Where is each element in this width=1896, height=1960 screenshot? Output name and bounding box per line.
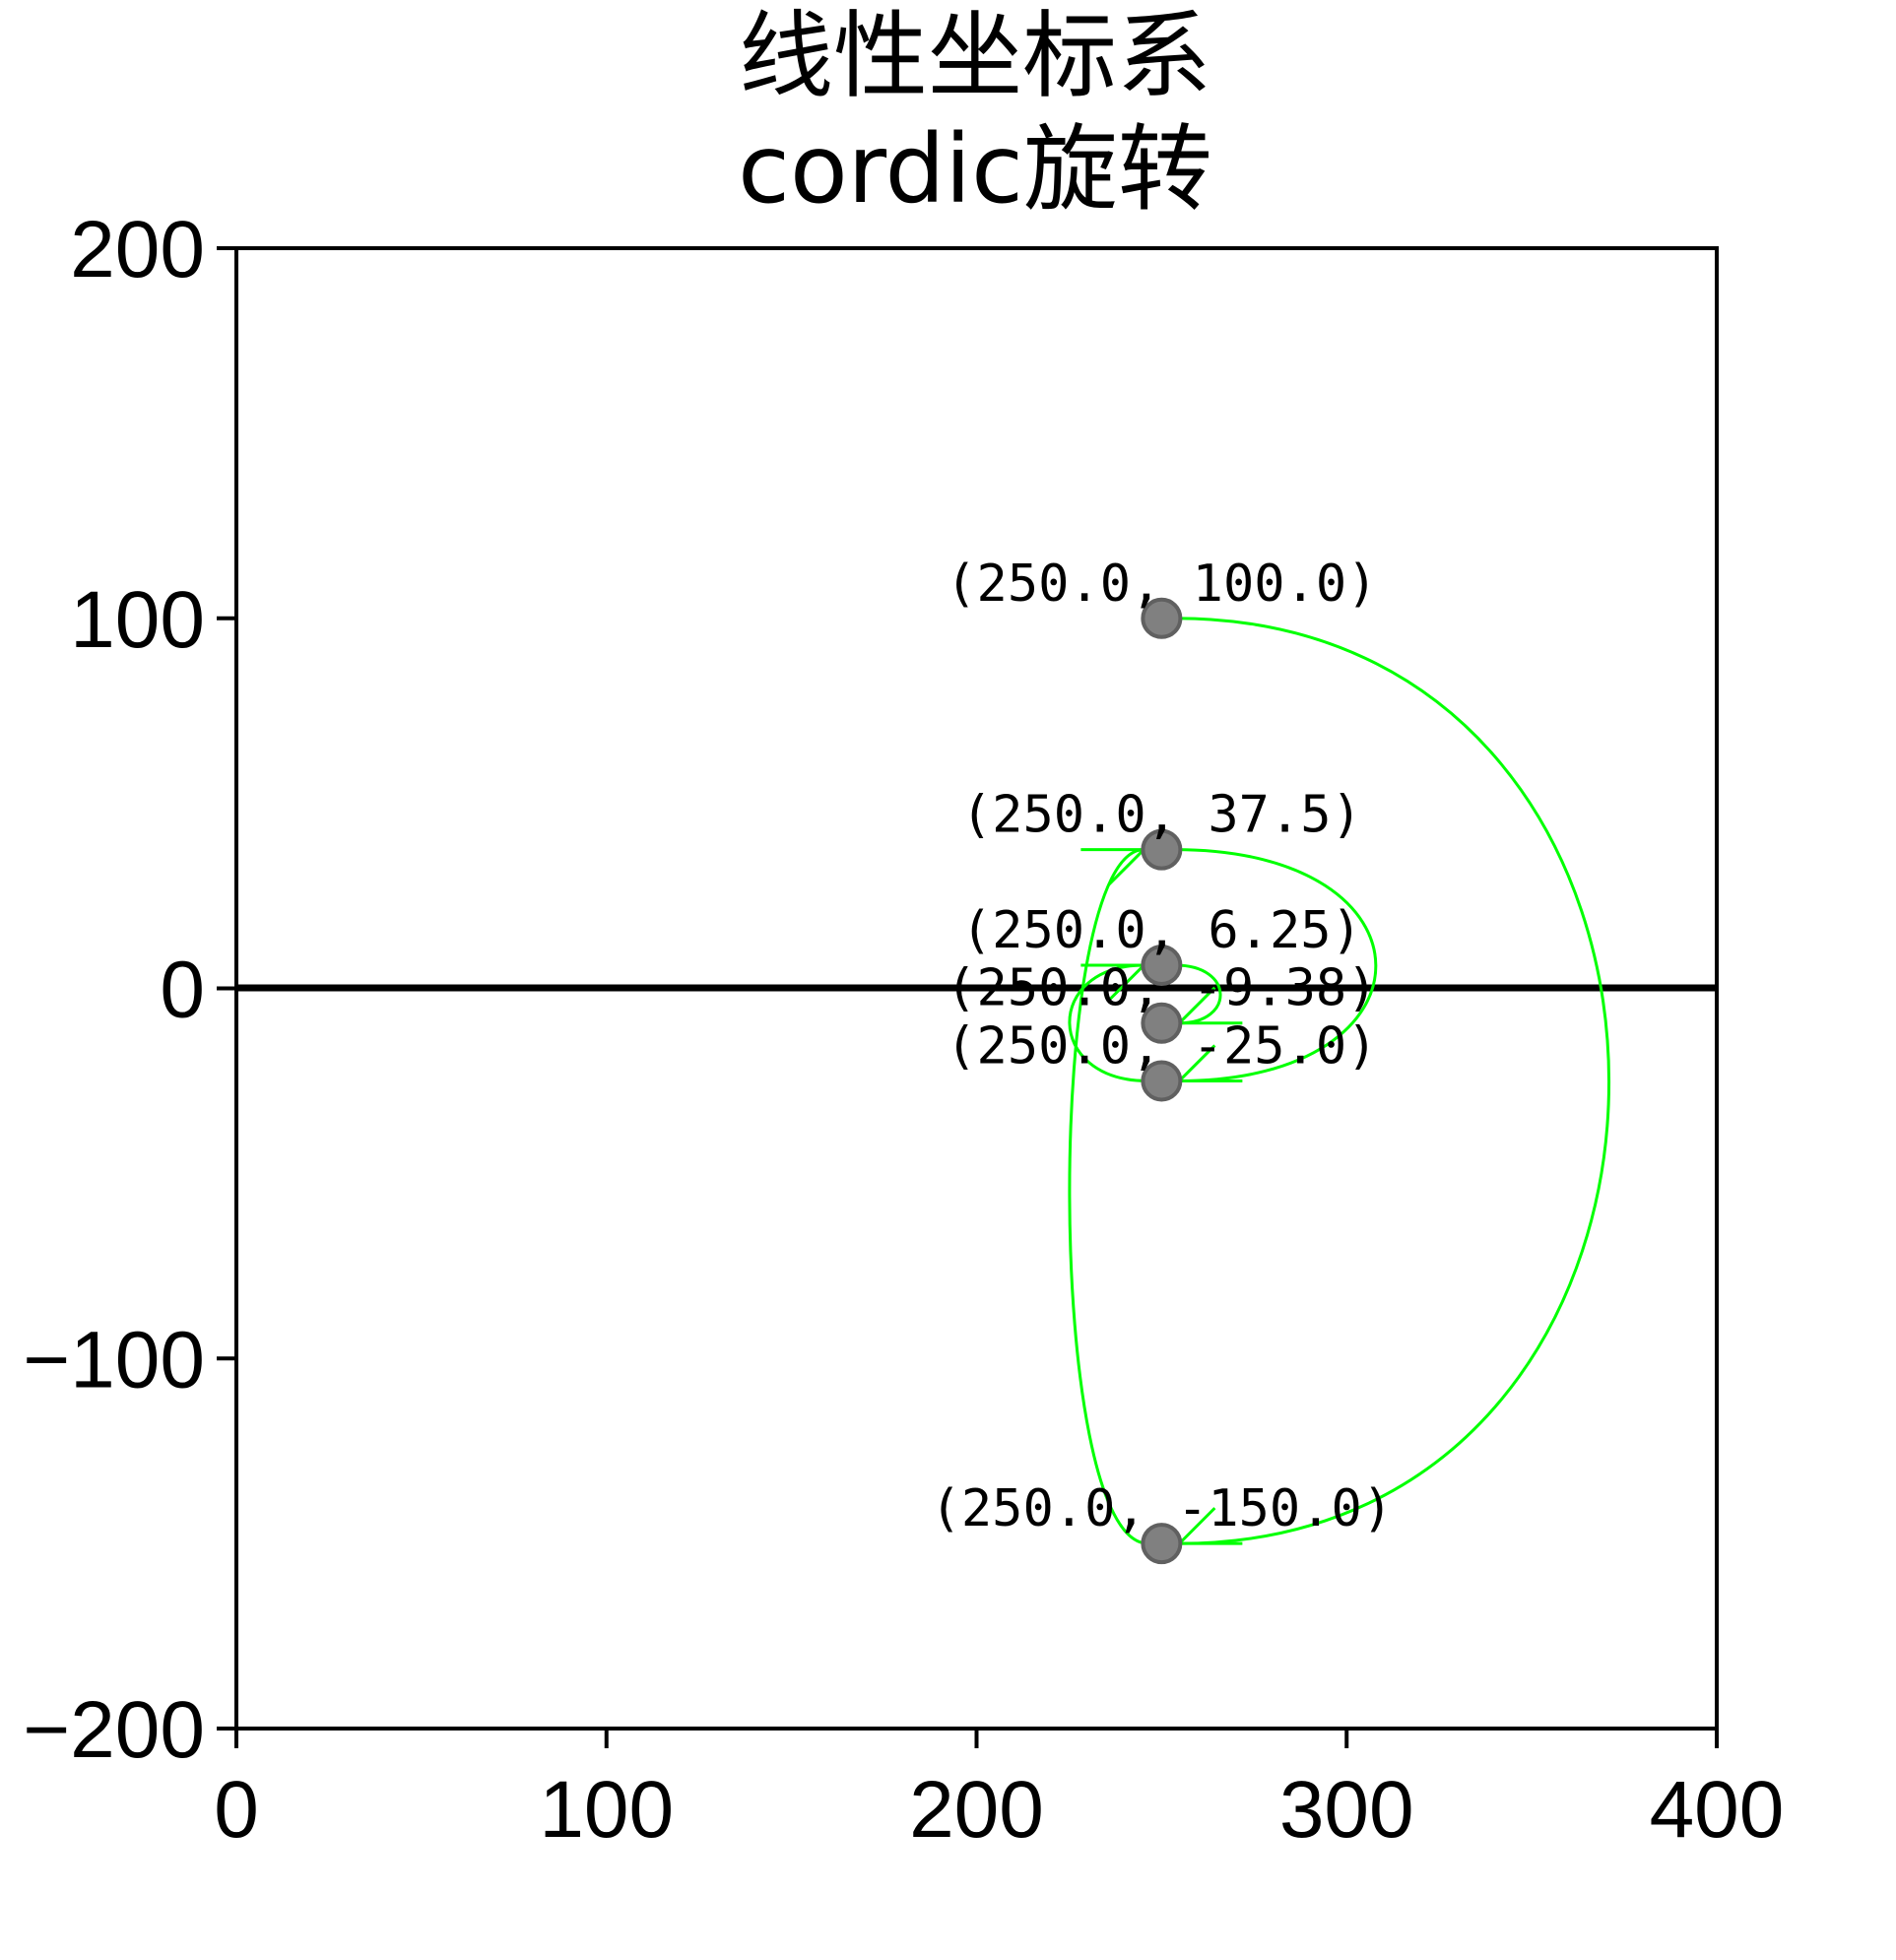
- arrowhead-stroke: [1178, 1507, 1216, 1545]
- data-point-label: (250.0, 37.5): [961, 786, 1362, 845]
- y-tick-label: −200: [23, 1685, 205, 1775]
- data-point-label: (250.0, -25.0): [946, 1016, 1377, 1076]
- data-points: [1141, 597, 1183, 1565]
- data-point-label: (250.0, 100.0): [946, 555, 1377, 614]
- y-tick-label: 200: [70, 205, 205, 294]
- chart-title-line-2: cordic旋转: [738, 114, 1212, 225]
- x-tick-label: 300: [1279, 1765, 1414, 1855]
- data-point: [1141, 945, 1183, 987]
- y-tick-label: −100: [23, 1315, 205, 1405]
- x-tick-label: 200: [909, 1765, 1044, 1855]
- rotation-arrow: [1175, 963, 1222, 1025]
- data-point-label: (250.0, -150.0): [931, 1479, 1394, 1538]
- rotation-arrow: [1175, 848, 1378, 1082]
- chart-title-line-1: 线性坐标系: [739, 1, 1211, 111]
- y-tick-label: 100: [70, 575, 205, 665]
- point-labels: (250.0, 100.0) (250.0, -150.0) (250.0, 37.…: [931, 555, 1394, 1538]
- rotation-arrow: [1068, 963, 1148, 1082]
- data-point: [1141, 597, 1183, 639]
- arrowhead-stroke: [1178, 986, 1216, 1024]
- data-point-label: (250.0, 6.25): [961, 901, 1362, 960]
- y-axis: 200 100 0 −100 −200: [23, 205, 236, 1775]
- data-point: [1141, 1060, 1183, 1102]
- rotation-arrow: [1175, 617, 1611, 1545]
- data-point: [1141, 1523, 1183, 1565]
- x-tick-label: 0: [214, 1765, 259, 1855]
- x-axis: 0 100 200 300 400: [214, 1729, 1784, 1855]
- y-tick-label: 0: [160, 946, 205, 1035]
- rotation-arrow: [1068, 848, 1148, 1545]
- arrowhead-stroke: [1107, 848, 1145, 886]
- data-point: [1141, 828, 1183, 871]
- arrowhead-stroke: [1107, 963, 1145, 1003]
- x-tick-label: 400: [1650, 1765, 1785, 1855]
- arrowhead-stroke: [1178, 1044, 1216, 1082]
- data-point-label: (250.0, -9.38): [946, 959, 1377, 1018]
- data-point: [1141, 1002, 1183, 1044]
- rotation-arrows: [1068, 617, 1611, 1545]
- x-tick-label: 100: [539, 1765, 674, 1855]
